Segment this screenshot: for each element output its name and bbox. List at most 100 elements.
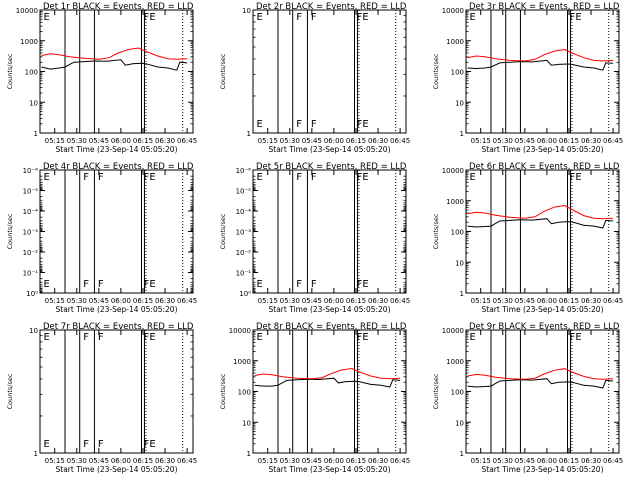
y-tick-label: 10⁻⁵ xyxy=(23,188,39,196)
plot-frame xyxy=(39,169,194,294)
y-tick-label: 1000 xyxy=(20,38,38,46)
x-tick-label: 06:30 xyxy=(155,297,175,305)
x-tick-label: 06:00 xyxy=(537,297,557,305)
y-tick-label: 10000 xyxy=(442,167,464,175)
flag-e: E xyxy=(256,172,262,183)
flag-e: E xyxy=(43,12,49,23)
flag-f-bottom: F xyxy=(296,279,302,290)
flag-e-bottom: E xyxy=(149,439,155,450)
x-tick-label: 06:15 xyxy=(346,137,366,145)
x-tick-label: 05:45 xyxy=(89,137,109,145)
y-tick-label: 1 xyxy=(247,130,251,138)
plot-frame xyxy=(39,9,194,134)
x-tick-label: 06:00 xyxy=(324,297,344,305)
x-tick-label: 05:15 xyxy=(258,457,278,465)
series-lld-line xyxy=(41,47,188,60)
flag-f-bottom: F xyxy=(144,439,150,450)
y-tick-label: 10⁻² xyxy=(236,249,252,257)
flag-f-bottom: F xyxy=(311,279,317,290)
x-tick-label: 06:45 xyxy=(390,297,410,305)
x-tick-label: 05:30 xyxy=(67,457,87,465)
flag-f: F xyxy=(83,172,89,183)
flag-e-bottom: E xyxy=(362,119,368,130)
y-axis-label: Counts/sec xyxy=(432,53,440,89)
x-tick-label: 06:45 xyxy=(390,137,410,145)
x-tick-label: 05:15 xyxy=(45,457,65,465)
flag-f: F xyxy=(311,12,317,23)
x-tick-label: 06:30 xyxy=(581,457,601,465)
flag-e: E xyxy=(43,172,49,183)
flag-f: F xyxy=(570,332,576,343)
series-lld-line xyxy=(467,204,614,220)
x-tick-label: 05:45 xyxy=(89,457,109,465)
plot-frame xyxy=(252,9,407,134)
flag-f-bottom: F xyxy=(357,119,363,130)
y-tick-label: 1 xyxy=(460,130,464,138)
flag-e-bottom: E xyxy=(362,279,368,290)
x-tick-label: 05:30 xyxy=(493,457,513,465)
y-tick-label: 1000 xyxy=(446,198,464,206)
panel-det-8: Det 8r BLACK = Events, RED = LLD 1 10 100 10… xyxy=(219,322,410,474)
flag-e: E xyxy=(362,12,368,23)
x-tick-label: 06:45 xyxy=(603,457,623,465)
y-tick-label: 1000 xyxy=(233,358,251,366)
x-tick-label: 05:15 xyxy=(471,297,491,305)
flag-f-bottom: F xyxy=(98,439,104,450)
x-tick-label: 05:45 xyxy=(302,457,322,465)
plot-title: Det 9r BLACK = Events, RED = LLD xyxy=(469,322,620,332)
x-tick-label: 06:30 xyxy=(581,297,601,305)
x-tick-label: 05:15 xyxy=(471,137,491,145)
y-tick-label: 1 xyxy=(247,450,251,458)
y-tick-label: 10⁻² xyxy=(23,249,39,257)
plot-title: Det 4r BLACK = Events, RED = LLD xyxy=(43,162,194,172)
plot-frame xyxy=(252,329,407,454)
x-axis-label: Start Time (23-Sep-14 05:05:20) xyxy=(482,145,604,154)
flag-f: F xyxy=(83,332,89,343)
y-tick-label: 10000 xyxy=(442,327,464,335)
flag-e: E xyxy=(575,12,581,23)
panel-det-3: Det 3r BLACK = Events, RED = LLD 1 10 100 10… xyxy=(432,2,623,154)
flag-f-bottom: F xyxy=(83,439,89,450)
x-axis-label: Start Time (23-Sep-14 05:05:20) xyxy=(269,145,391,154)
y-tick-label: 10 xyxy=(455,99,464,107)
x-tick-label: 06:00 xyxy=(111,137,131,145)
flag-e: E xyxy=(149,332,155,343)
flag-e: E xyxy=(469,172,475,183)
flag-f: F xyxy=(144,12,150,23)
series-events-line xyxy=(467,59,614,71)
flag-e: E xyxy=(149,172,155,183)
x-tick-label: 06:45 xyxy=(603,297,623,305)
x-tick-label: 06:45 xyxy=(177,297,197,305)
series-events-line xyxy=(41,59,188,71)
flag-f-bottom: F xyxy=(311,119,317,130)
y-tick-label: 10000 xyxy=(442,7,464,15)
panel-det-9: Det 9r BLACK = Events, RED = LLD 1 10 100 10… xyxy=(432,322,623,474)
y-tick-label: 10⁻⁴ xyxy=(23,208,39,216)
plot-title: Det 7r BLACK = Events, RED = LLD xyxy=(43,322,194,332)
flag-f: F xyxy=(98,332,104,343)
flag-f: F xyxy=(357,172,363,183)
series-events-line xyxy=(467,378,614,389)
plot-frame xyxy=(465,329,620,454)
y-axis-label: Counts/sec xyxy=(6,53,14,89)
y-axis-label: Counts/sec xyxy=(432,373,440,409)
y-axis-label: Counts/sec xyxy=(219,213,227,249)
x-axis-label: Start Time (23-Sep-14 05:05:20) xyxy=(482,465,604,474)
y-tick-label: 1000 xyxy=(446,358,464,366)
y-tick-label: 10 xyxy=(242,7,251,15)
flag-f-bottom: F xyxy=(357,279,363,290)
x-tick-label: 06:00 xyxy=(324,137,344,145)
x-tick-label: 05:45 xyxy=(302,137,322,145)
x-tick-label: 06:15 xyxy=(133,137,153,145)
flag-f-bottom: F xyxy=(144,279,150,290)
flag-e: E xyxy=(149,12,155,23)
flag-f-bottom: F xyxy=(83,279,89,290)
plot-frame xyxy=(465,169,620,294)
y-tick-label: 10⁻⁶ xyxy=(23,167,39,175)
x-tick-label: 06:00 xyxy=(537,457,557,465)
x-tick-label: 06:00 xyxy=(111,457,131,465)
y-tick-label: 10 xyxy=(455,419,464,427)
y-tick-label: 1 xyxy=(460,290,464,298)
x-axis-label: Start Time (23-Sep-14 05:05:20) xyxy=(56,465,178,474)
flag-e: E xyxy=(469,332,475,343)
